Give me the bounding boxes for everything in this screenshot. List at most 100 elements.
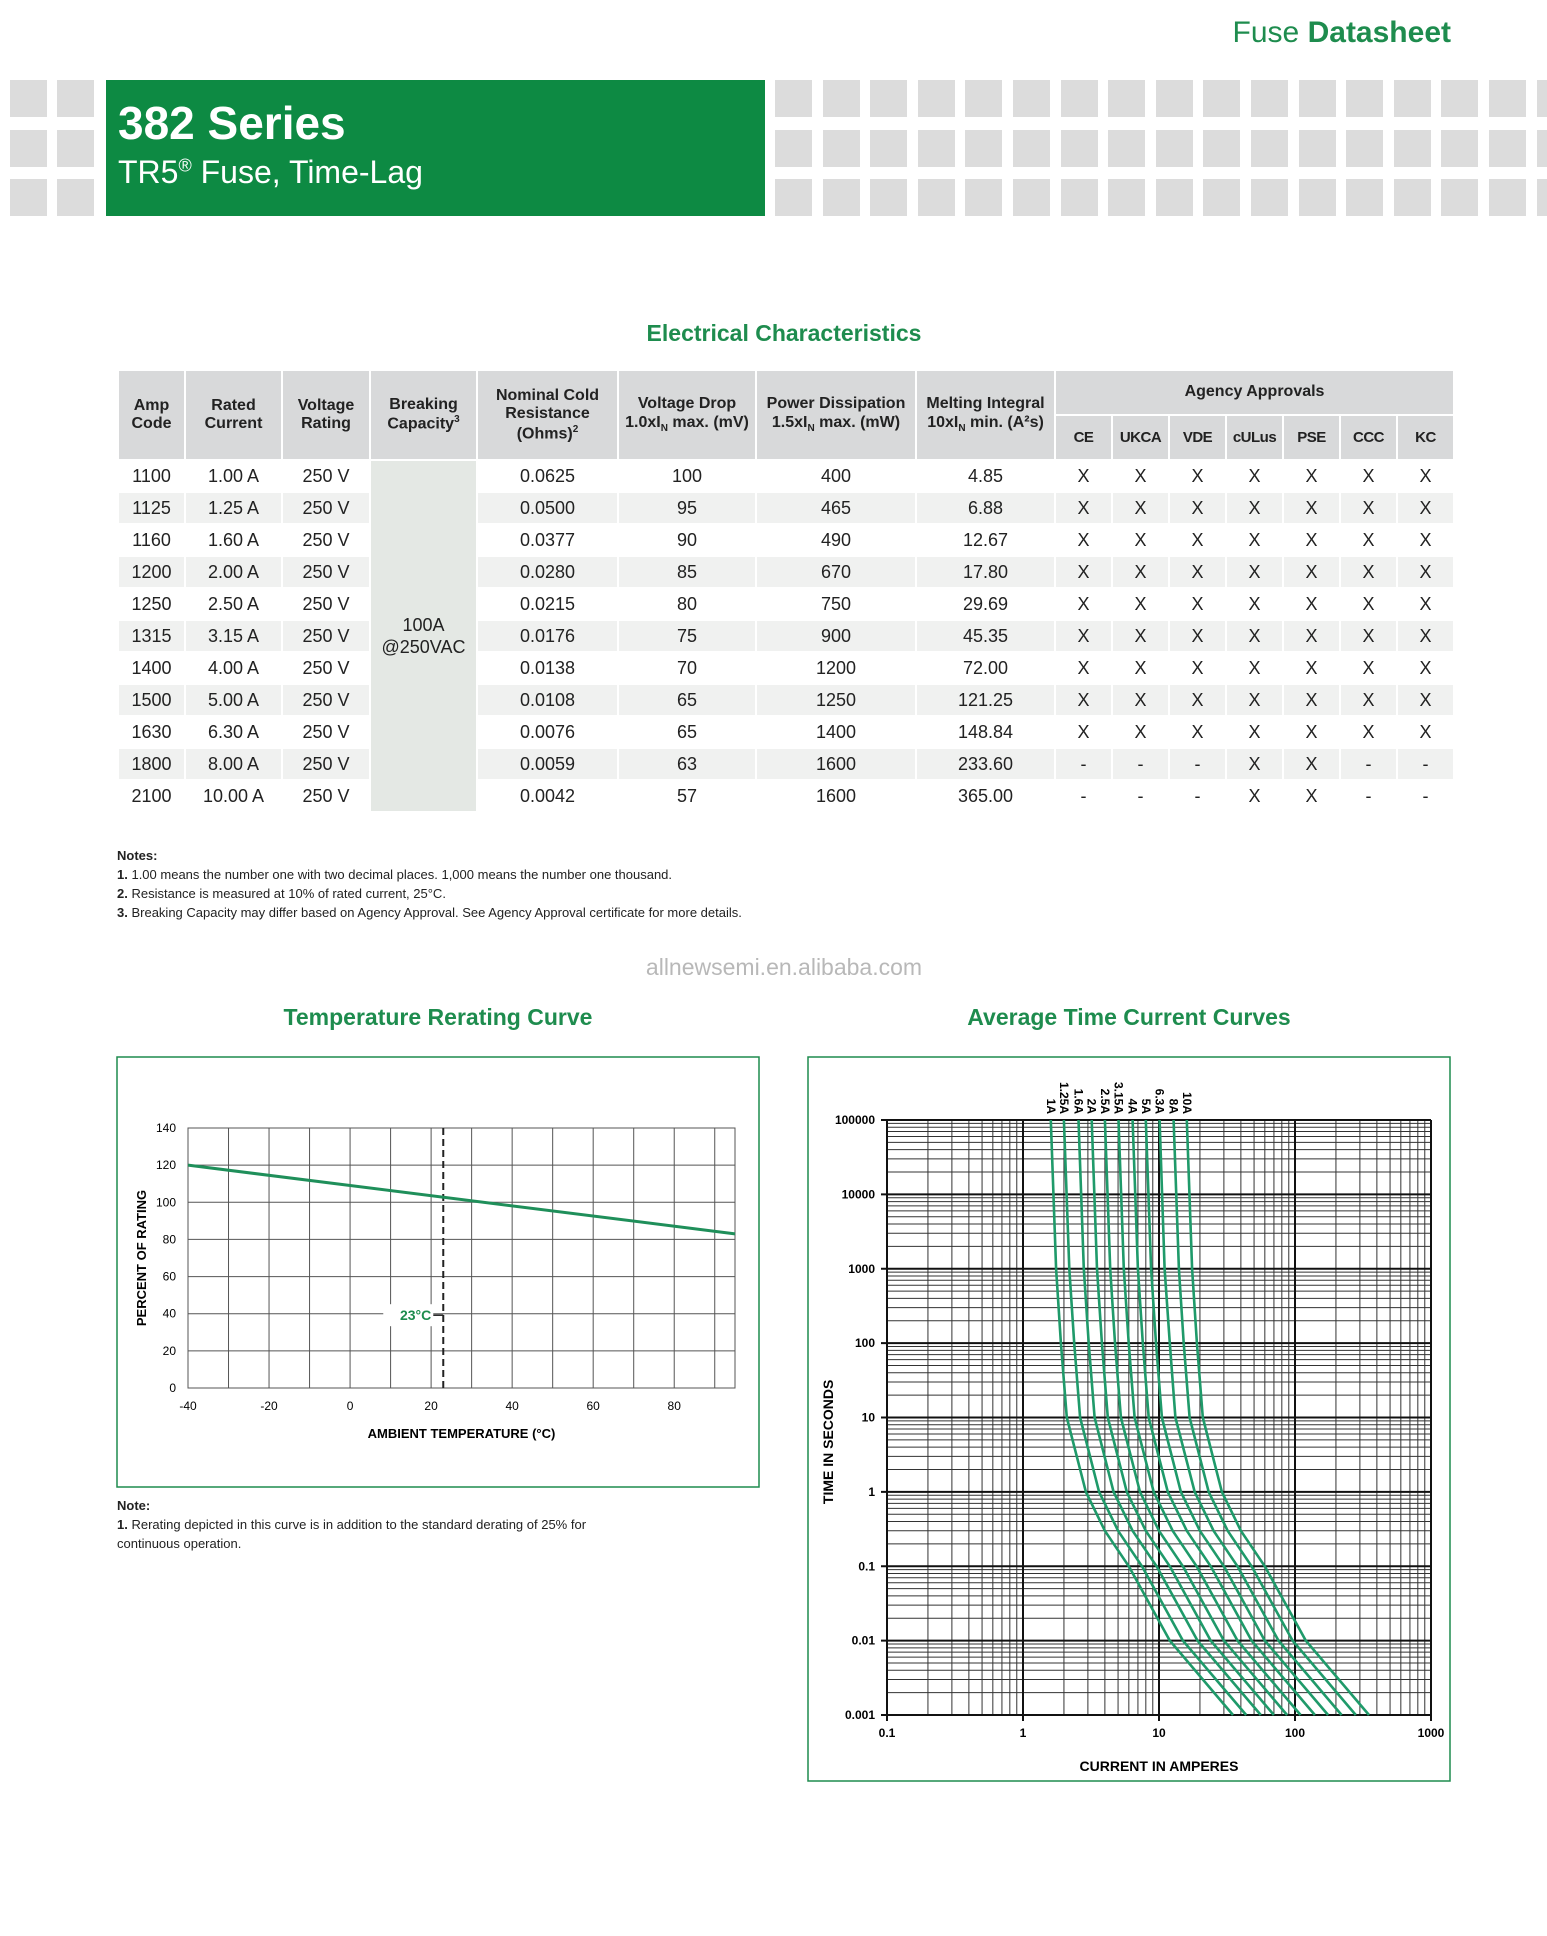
- header-text: Melting Integral 10xI: [926, 395, 1045, 431]
- breaking-capacity: 100A @250VAC: [369, 459, 478, 813]
- table-cell: 100: [617, 459, 757, 493]
- table-cell: 250 V: [281, 747, 371, 781]
- table-cell: X: [1339, 459, 1398, 493]
- table-cell: X: [1054, 587, 1113, 621]
- column-header: Breaking Capacity3: [369, 369, 478, 461]
- x-tick-label: 20: [424, 1399, 438, 1413]
- table-cell: 2100: [117, 779, 186, 813]
- deco-square: [1298, 179, 1336, 216]
- table-cell: X: [1111, 491, 1170, 525]
- deco-square: [1489, 179, 1526, 216]
- chart-frame: [116, 1056, 760, 1488]
- curve: [1117, 1119, 1302, 1716]
- brand-light: Fuse: [1232, 16, 1300, 49]
- subtitle-sup: ®: [178, 155, 192, 176]
- legend-label: 8A: [1167, 1099, 1181, 1115]
- table-cell: X: [1054, 491, 1113, 525]
- table-cell: 1250: [117, 587, 186, 621]
- table-cell: X: [1168, 683, 1227, 717]
- table-cell: X: [1225, 491, 1284, 525]
- y-tick-label: 0.1: [858, 1559, 875, 1573]
- deco-square: [822, 179, 860, 216]
- table-cell: 1500: [117, 683, 186, 717]
- table-cell: 57: [617, 779, 757, 813]
- annotation-label: 23°C: [400, 1307, 431, 1323]
- table-cell: X: [1168, 587, 1227, 621]
- table-cell: 1630: [117, 715, 186, 749]
- table-cell: 900: [755, 619, 917, 653]
- header-text: Voltage Drop 1.0xI: [625, 395, 737, 431]
- table-cell: X: [1111, 619, 1170, 653]
- deco-square: [1393, 179, 1431, 216]
- table-cell: X: [1282, 619, 1341, 653]
- note-number: 3.: [117, 905, 128, 920]
- y-tick-label: 60: [163, 1270, 177, 1284]
- x-tick-label: 1000: [1418, 1726, 1445, 1740]
- y-tick-label: 0.01: [852, 1634, 876, 1648]
- legend-label: 4A: [1126, 1099, 1140, 1115]
- table-cell: X: [1168, 523, 1227, 557]
- subtitle-main: TR5: [118, 154, 179, 190]
- table-cell: 250 V: [281, 491, 371, 525]
- table-cell: -: [1339, 779, 1398, 813]
- note-title: Note:: [117, 1498, 151, 1513]
- header-text: Amp Code: [131, 396, 172, 432]
- deco-square: [10, 80, 47, 117]
- header-after: min. (A²s): [965, 413, 1044, 431]
- deco-square: [822, 129, 860, 167]
- y-tick-label: 10: [862, 1411, 876, 1425]
- table-cell: 0.0215: [476, 587, 619, 621]
- x-tick-label: 10: [1152, 1726, 1166, 1740]
- table-cell: 90: [617, 523, 757, 557]
- deco-square: [1298, 80, 1336, 117]
- table-cell: 1400: [117, 651, 186, 685]
- legend-label: 5A: [1139, 1099, 1153, 1115]
- table-cell: 250 V: [281, 715, 371, 749]
- column-header: Power Dissipation 1.5xIN max. (mW): [755, 369, 917, 461]
- table-cell: 6.88: [915, 491, 1056, 525]
- table-cell: 2.50 A: [184, 587, 283, 621]
- table-cell: X: [1111, 651, 1170, 685]
- deco-square: [1489, 129, 1526, 167]
- watermark: allnewsemi.en.alibaba.com: [645, 954, 923, 980]
- x-axis-label: AMBIENT TEMPERATURE (°C): [368, 1426, 556, 1441]
- y-axis-label: TIME IN SECONDS: [820, 1380, 836, 1504]
- table-cell: X: [1395, 523, 1456, 557]
- table-cell: X: [1168, 459, 1227, 493]
- table-cell: 121.25: [915, 683, 1056, 717]
- brand: Fuse Datasheet: [1233, 16, 1451, 50]
- table-cell: 250 V: [281, 651, 371, 685]
- table-cell: 65: [617, 683, 757, 717]
- agency-header: Agency Approvals: [1053, 369, 1456, 416]
- subtitle: TR5® Fuse, Time-Lag: [118, 154, 423, 191]
- table-cell: X: [1054, 683, 1113, 717]
- deco-square: [1346, 129, 1384, 167]
- table-row: 1125 1.25 A 250 V 0.0500 95 465 6.88 X X X X X X X: [117, 491, 1456, 525]
- deco-square: [965, 179, 1003, 216]
- table-title: Electrical Characteristics: [646, 320, 922, 346]
- deco-square: [1013, 129, 1050, 167]
- table-cell: 1200: [117, 555, 186, 589]
- table-cell: -: [1054, 747, 1113, 781]
- chart-title: Temperature Rerating Curve: [283, 1004, 593, 1030]
- note-number: 1.: [117, 867, 128, 882]
- table-cell: X: [1054, 715, 1113, 749]
- y-tick-label: 10000: [842, 1187, 876, 1201]
- table-cell: X: [1395, 683, 1456, 717]
- table-cell: 250 V: [281, 587, 371, 621]
- column-header: Voltage Rating: [281, 369, 371, 461]
- table-cell: X: [1282, 587, 1341, 621]
- table-cell: X: [1282, 491, 1341, 525]
- table-cell: 0.0625: [476, 459, 619, 493]
- legend-label: 10A: [1180, 1092, 1194, 1114]
- x-tick-label: 0: [347, 1399, 354, 1413]
- table-cell: 250 V: [281, 555, 371, 589]
- table-cell: X: [1111, 715, 1170, 749]
- curve: [1062, 1119, 1248, 1716]
- table-cell: 3.15 A: [184, 619, 283, 653]
- table-cell: 45.35: [915, 619, 1056, 653]
- deco-square: [965, 129, 1003, 167]
- table-cell: 1.60 A: [184, 523, 283, 557]
- table-cell: X: [1225, 779, 1284, 813]
- deco-square: [10, 179, 47, 216]
